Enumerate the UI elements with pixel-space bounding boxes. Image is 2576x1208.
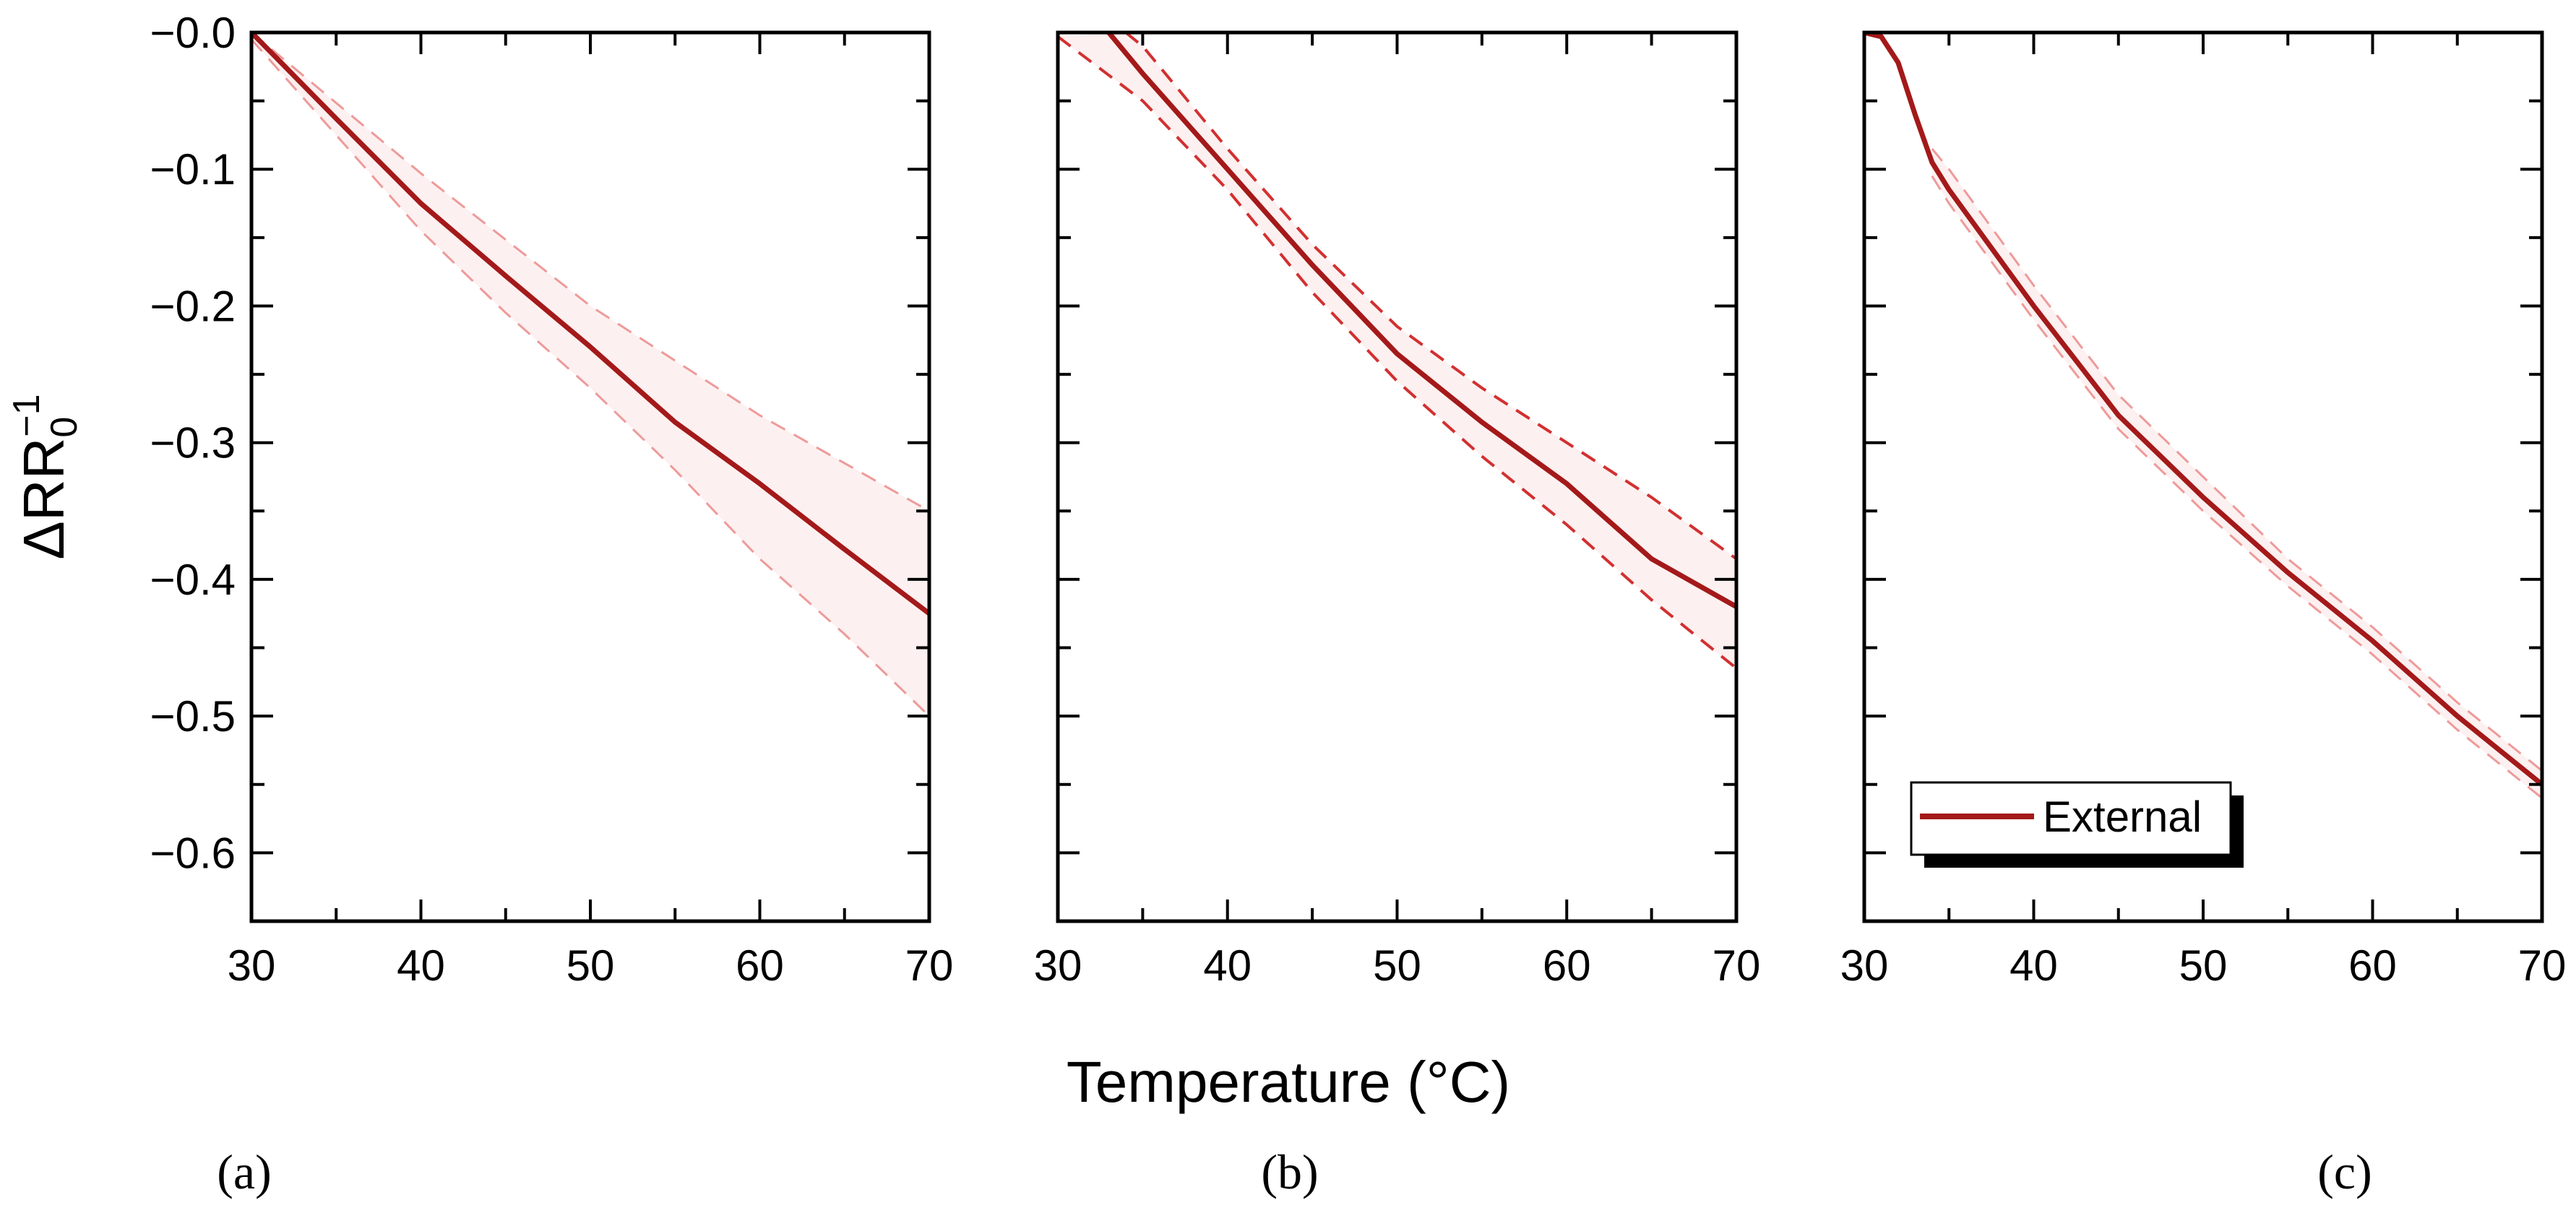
x-tick-label: 70 [2518, 941, 2567, 990]
panel-b: 30 40 50 60 70 [1034, 30, 1761, 990]
upper-bound-line [1931, 147, 2542, 772]
x-tick-label: 50 [1373, 941, 1421, 990]
panel-label-a: (a) [217, 1144, 271, 1199]
legend-label: External [2043, 793, 2202, 841]
lower-bound-line [251, 38, 929, 717]
y-tick-label: −0.6 [150, 829, 236, 877]
panel-label-b: (b) [1261, 1144, 1318, 1199]
x-tick-label: 70 [905, 941, 954, 990]
x-tick-label: 60 [736, 941, 784, 990]
series-line [251, 33, 929, 616]
x-tick-label: 40 [1203, 941, 1252, 990]
upper-bound-line [1124, 33, 1736, 561]
series-line [1106, 33, 1736, 609]
y-tick-label: −0.4 [150, 556, 236, 604]
panel-c: 30 40 50 60 70 External [1840, 30, 2567, 990]
x-axis-label: Temperature (°C) [1067, 1050, 1510, 1114]
x-tick-label: 40 [397, 941, 445, 990]
x-tick-label: 30 [228, 941, 276, 990]
plots: 30 40 50 60 70−0.0−0.1−0.2−0.3−0.4−0.5−0.630… [150, 9, 2567, 990]
lower-bound-line [1931, 175, 2542, 799]
y-tick-label: −0.3 [150, 419, 236, 467]
x-tick-label: 30 [1034, 941, 1082, 990]
panel-a: 30 40 50 60 70 −0.0 −0.1 −0.2 −0.3 −0.4 −0.5 −0.6 [150, 9, 954, 990]
y-axis-label: ΔRR0−1 [6, 394, 85, 559]
y-tick-label: −0.5 [150, 692, 236, 741]
series-line [1864, 33, 2542, 787]
x-tick-label: 40 [2009, 941, 2058, 990]
x-tick-label: 70 [1713, 941, 1761, 990]
x-tick-label: 50 [2179, 941, 2228, 990]
lower-bound-line [1058, 35, 1736, 670]
x-tick-label: 60 [2348, 941, 2397, 990]
confidence-band [1931, 148, 2542, 798]
x-tick-label: 60 [1543, 941, 1591, 990]
panel-label-c: (c) [2317, 1144, 2372, 1199]
y-tick-label: −0.0 [150, 9, 236, 57]
x-tick-label: 50 [567, 941, 615, 990]
y-tick-label: −0.2 [150, 282, 236, 330]
x-tick-label: 30 [1840, 941, 1889, 990]
plot-frame [1056, 30, 1739, 923]
y-tick-label: −0.1 [150, 145, 236, 194]
upper-bound-line [251, 33, 929, 512]
